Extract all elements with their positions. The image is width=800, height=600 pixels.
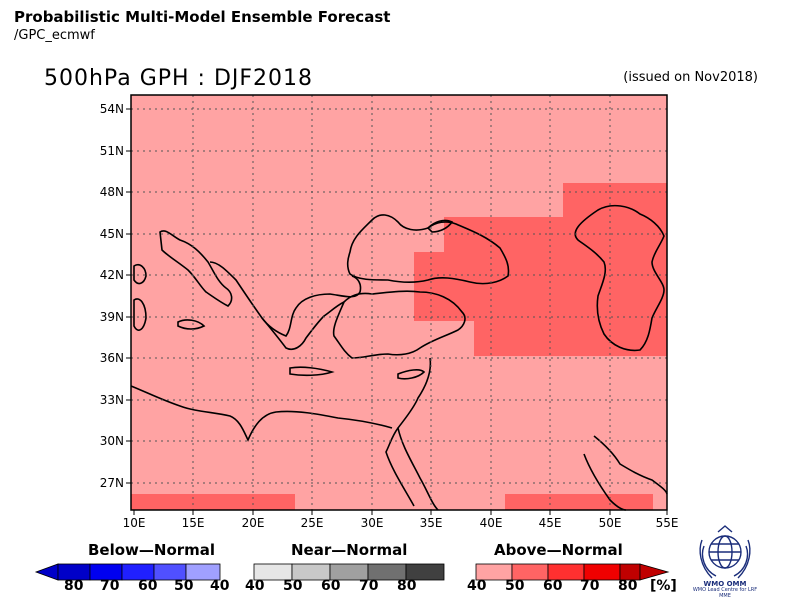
lat-label-42n: 42N (100, 268, 124, 282)
svg-text:WMO OMM: WMO OMM (704, 580, 747, 588)
legend-above-label-70: 70 (580, 578, 600, 594)
lat-label-27n: 27N (100, 476, 124, 490)
issued-date: (issued on Nov2018) (623, 70, 758, 85)
legend-below-label-50: 50 (174, 578, 194, 594)
legend-near-title: Near—Normal (291, 541, 408, 559)
legend-above-label-40: 40 (467, 578, 487, 594)
legend-below-label-80: 80 (64, 578, 84, 594)
legend-near-label-50: 50 (283, 578, 303, 594)
legend-below-label-40: 40 (210, 578, 230, 594)
figure-subtitle: /GPC_ecmwf (14, 28, 95, 43)
lat-label-48n: 48N (100, 185, 124, 199)
lon-label-15e: 15E (182, 516, 205, 530)
lon-label-10e: 10E (123, 516, 146, 530)
legend-near-label-40: 40 (245, 578, 265, 594)
lat-label-33n: 33N (100, 393, 124, 407)
legend-near-label-70: 70 (359, 578, 379, 594)
lon-label-35e: 35E (420, 516, 443, 530)
legend-above-label-60: 60 (543, 578, 563, 594)
legend-below-label-60: 60 (138, 578, 158, 594)
lon-label-50e: 50E (599, 516, 622, 530)
legend-above-label-50: 50 (505, 578, 525, 594)
legend-below-label-70: 70 (100, 578, 120, 594)
lon-label-45e: 45E (539, 516, 562, 530)
legend-below-title: Below—Normal (88, 541, 216, 559)
lat-label-51n: 51N (100, 144, 124, 158)
lat-label-45n: 45N (100, 227, 124, 241)
logo-caption: WMO Lead Centre for LRF MME (692, 587, 758, 599)
legend-near-label-80: 80 (397, 578, 417, 594)
legend-below-arrow (34, 563, 59, 581)
lon-label-25e: 25E (301, 516, 324, 530)
lon-label-40e: 40E (480, 516, 503, 530)
axis-ticks (126, 108, 668, 515)
figure-title: Probabilistic Multi-Model Ensemble Forec… (14, 8, 391, 26)
legend-near-normal (253, 563, 445, 581)
lat-label-30n: 30N (100, 434, 124, 448)
legend-above-arrow (639, 563, 670, 581)
lon-label-20e: 20E (242, 516, 265, 530)
legend-below-normal (34, 563, 221, 581)
legend-near-label-60: 60 (321, 578, 341, 594)
lon-label-55e: 55E (656, 516, 679, 530)
map-title: 500hPa GPH : DJF2018 (44, 66, 314, 91)
lat-label-54n: 54N (100, 102, 124, 116)
legend-below-40 (185, 563, 221, 581)
legend-unit: [%] (650, 578, 677, 594)
lat-label-36n: 36N (100, 351, 124, 365)
lon-label-30e: 30E (361, 516, 384, 530)
map-frame (130, 94, 668, 511)
wmo-logo-icon: WMO OMM (699, 525, 751, 588)
lat-label-39n: 39N (100, 310, 124, 324)
coastlines (130, 204, 668, 511)
legend-above-normal (475, 563, 670, 581)
legend-above-title: Above—Normal (494, 541, 623, 559)
legend-above-label-80: 80 (618, 578, 638, 594)
legend-near-80 (405, 563, 445, 581)
above-normal-50-patches (131, 183, 667, 510)
